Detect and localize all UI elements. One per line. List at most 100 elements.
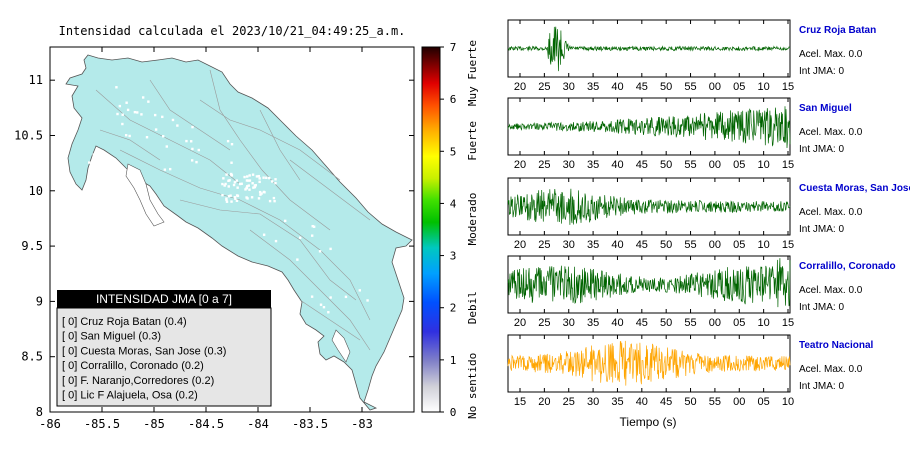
map-y-axis: 8 8.5 9 9.5 10 10.5 11 <box>14 73 414 419</box>
legend-header <box>57 290 271 308</box>
waveform-x-tick-label: 55 <box>684 317 696 329</box>
station-name: Teatro Nacional <box>799 340 873 351</box>
legend-body <box>56 307 272 407</box>
waveform-x-tick-label: 40 <box>611 159 623 171</box>
station-marker <box>114 167 117 171</box>
station-marker <box>310 234 314 237</box>
waveform-trace <box>507 188 791 225</box>
station-marker <box>233 196 237 199</box>
station-marker <box>273 199 276 203</box>
legend-item: [ 0] F. Naranjo,Corredores (0.2) <box>62 375 214 387</box>
waveform-x-tick-label: 20 <box>538 396 550 408</box>
waveform-x-tick-label: 00 <box>709 159 721 171</box>
waveform-panel: 20 25 30 35 40 45 50 55 00 05 10 15 Corralillo, Coro… <box>507 255 896 329</box>
accel-max-label: Acel. Max. 0.0 <box>799 285 863 296</box>
station-marker <box>225 200 229 203</box>
station-marker <box>133 110 137 114</box>
waveform-x-tick-label: 10 <box>758 81 770 93</box>
waveform-panel: 20 25 30 35 40 45 50 55 00 05 10 15 San Miguel Acel. … <box>507 97 863 171</box>
colorbar-level-label: Muy Fuerte <box>466 40 479 106</box>
waveform-panels: 20 25 30 35 40 45 50 55 00 05 10 15 Cruz Roja Batan A… <box>507 19 910 408</box>
station-marker <box>230 142 234 146</box>
waveform-trace <box>507 340 791 386</box>
waveform-x-tick-label: 55 <box>684 159 696 171</box>
waveform-trace <box>507 106 791 149</box>
station-marker <box>171 118 175 122</box>
nicoya-gulf <box>125 163 165 227</box>
intensity-colorbar: 0 1 2 3 4 5 6 7 No sentido Debil Moderado Fuerte Mu… <box>421 40 479 419</box>
colorbar-tick-label: 0 <box>450 406 457 419</box>
station-marker <box>227 195 231 198</box>
waveform-x-tick-label: 35 <box>587 239 599 251</box>
waveform-x-tick-label: 10 <box>758 239 770 251</box>
waveform-trace <box>507 26 791 72</box>
colorbar-level-label: No sentido <box>466 353 479 419</box>
station-marker <box>253 185 257 189</box>
station-marker <box>262 176 265 179</box>
station-marker <box>255 175 259 178</box>
legend-item: [ 0] Cruz Roja Batan (0.4) <box>62 316 187 328</box>
station-marker <box>233 181 237 184</box>
waveform-x-tick-label: 20 <box>514 159 526 171</box>
station-marker <box>329 247 332 251</box>
station-marker <box>228 179 231 182</box>
station-marker <box>248 188 251 191</box>
station-marker <box>246 185 249 188</box>
waveform-panel: 20 25 30 35 40 45 50 55 00 05 10 15 Cruz Roja Batan A… <box>507 19 876 93</box>
station-marker <box>136 111 139 114</box>
station-marker <box>258 177 261 180</box>
station-marker <box>244 188 247 191</box>
station-marker <box>298 236 302 239</box>
map-y-tick-label: 8.5 <box>21 350 43 364</box>
station-marker <box>296 258 299 261</box>
waveform-x-tick-label: 30 <box>563 159 575 171</box>
map-x-tick-label: -84 <box>247 417 269 431</box>
station-marker <box>163 168 167 171</box>
station-marker <box>197 148 200 152</box>
station-marker <box>265 176 268 180</box>
waveform-x-tick-label: 40 <box>611 239 623 251</box>
station-marker <box>272 196 276 200</box>
legend-item: [ 0] Lic F Alajuela, Osa (0.2) <box>62 390 198 402</box>
station-marker <box>243 175 246 179</box>
map-y-tick-label: 9.5 <box>21 239 43 253</box>
station-marker <box>94 167 97 171</box>
waveform-x-tick-label: 50 <box>660 159 672 171</box>
station-marker <box>121 122 124 126</box>
station-marker <box>329 296 332 299</box>
station-marker <box>240 182 243 186</box>
station-marker <box>251 182 254 185</box>
map-x-axis: -86 -85.5 -85 -84.5 -84 -83.5 -83 <box>39 47 373 431</box>
colorbar-scale <box>421 46 441 413</box>
station-marker <box>87 161 91 164</box>
station-marker <box>118 104 122 108</box>
station-marker <box>225 198 228 202</box>
int-jma-label: Int JMA: 0 <box>799 66 844 77</box>
station-marker <box>270 180 274 183</box>
colorbar-tick-label: 1 <box>450 354 457 367</box>
station-marker <box>168 167 172 171</box>
station-name: Corralillo, Coronado <box>799 261 896 272</box>
station-marker <box>358 289 362 292</box>
colorbar-level-label: Debil <box>466 291 479 324</box>
station-marker <box>257 174 261 178</box>
waveform-frame <box>507 255 791 314</box>
station-marker <box>190 159 194 162</box>
waveform-x-tick-label: 30 <box>563 317 575 329</box>
station-marker <box>230 200 233 203</box>
station-marker <box>344 295 348 299</box>
waveform-x-tick-label: 45 <box>636 81 648 93</box>
map-x-tick-label: -86 <box>39 417 61 431</box>
waveform-x-tick-label: 25 <box>563 396 575 408</box>
waveform-x-tick-label: 10 <box>758 317 770 329</box>
station-marker <box>260 192 263 195</box>
station-marker <box>224 182 227 186</box>
map-y-tick-label: 9 <box>36 294 43 308</box>
station-marker <box>140 113 143 116</box>
waveform-x-tick-label: 50 <box>660 81 672 93</box>
int-jma-label: Int JMA: 0 <box>799 224 844 235</box>
station-name: San Miguel <box>799 103 852 114</box>
station-marker <box>258 180 261 184</box>
accel-max-label: Acel. Max. 0.0 <box>799 364 863 375</box>
